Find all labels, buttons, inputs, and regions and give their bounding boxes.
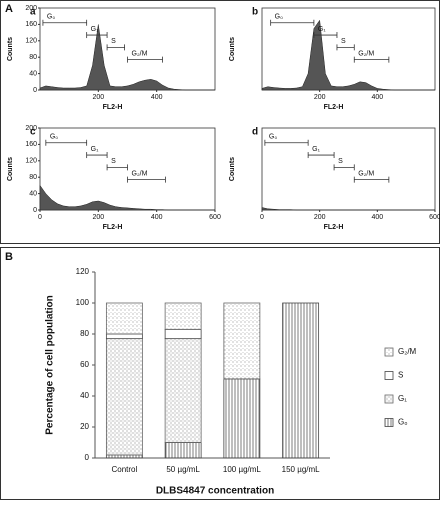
x-tick-label: 100 µg/mL <box>223 465 262 474</box>
y-axis-label: Counts <box>229 37 236 61</box>
bar-segment <box>105 338 143 456</box>
panel-label: B <box>5 251 13 263</box>
gate-label: G₁ <box>91 26 99 33</box>
histogram-area <box>261 19 435 91</box>
plot-frame <box>39 7 216 91</box>
bar-segment <box>105 454 143 459</box>
x-axis-label: DLBS4847 concentration <box>156 486 274 497</box>
legend-label: G₂/M <box>398 347 417 356</box>
legend-label: S <box>398 371 403 380</box>
y-tick-label: 160 <box>25 141 37 148</box>
x-axis-label: FL2-H <box>324 104 344 111</box>
bar-segment <box>223 378 261 459</box>
gate-label: G₁ <box>318 26 326 33</box>
panel-label: A <box>5 3 13 15</box>
x-tick-label: 0 <box>260 214 264 221</box>
x-tick-label: 200 <box>92 94 104 101</box>
y-axis-label: Counts <box>7 157 14 181</box>
y-tick-label: 0 <box>33 207 37 214</box>
y-tick-label: 40 <box>29 190 37 197</box>
histogram-area <box>39 184 215 211</box>
bar-segment <box>164 442 202 459</box>
y-axis-label: Counts <box>7 37 14 61</box>
bar-segment <box>282 302 320 459</box>
y-tick-label: 60 <box>80 360 89 369</box>
histogram-area <box>261 207 435 211</box>
x-tick-label: 0 <box>38 214 42 221</box>
panel-frame <box>0 247 440 500</box>
gate-label: G₁ <box>91 146 99 153</box>
y-axis-label: Percentage of cell population <box>45 295 56 434</box>
bar-segment <box>223 302 261 380</box>
legend-label: G₁ <box>398 394 407 403</box>
plot-frame <box>261 127 436 211</box>
y-tick-label: 120 <box>25 158 37 165</box>
bar-segment <box>164 328 202 340</box>
x-tick-label: 200 <box>314 214 326 221</box>
panel-letter: c <box>30 127 36 138</box>
gate-label: G₀ <box>47 14 55 21</box>
x-tick-label: 150 µg/mL <box>282 465 321 474</box>
x-tick-label: 400 <box>151 214 163 221</box>
x-axis-label: FL2-H <box>103 224 123 231</box>
y-tick-label: 40 <box>29 70 37 77</box>
legend-swatch <box>384 394 394 404</box>
gate-label: G₀ <box>269 134 277 141</box>
panel-letter: d <box>252 127 258 138</box>
plot-frame <box>261 7 436 91</box>
x-axis-label: FL2-H <box>324 224 344 231</box>
panel-letter: b <box>252 7 258 18</box>
panel-letter: a <box>30 7 36 18</box>
x-tick-label: 600 <box>429 214 440 221</box>
y-axis-label: Counts <box>229 157 236 181</box>
x-tick-label: 400 <box>151 94 163 101</box>
gate-label: S <box>111 158 116 165</box>
gate-label: G₀ <box>50 134 58 141</box>
y-tick-label: 120 <box>25 38 37 45</box>
bar-segment <box>105 302 143 335</box>
gate-label: S <box>341 38 346 45</box>
y-tick-label: 200 <box>25 5 37 12</box>
gate-label: S <box>111 38 116 45</box>
x-tick-label: 200 <box>92 214 104 221</box>
legend-label: G₀ <box>398 418 408 427</box>
gate-label: S <box>338 158 343 165</box>
bar-segment <box>164 338 202 443</box>
bar-segment <box>105 333 143 340</box>
y-tick-label: 100 <box>76 298 90 307</box>
x-axis-label: FL2-H <box>103 104 123 111</box>
bar-segment <box>164 302 202 330</box>
y-tick-label: 80 <box>80 329 89 338</box>
x-tick-label: 50 µg/mL <box>166 465 200 474</box>
gate-label: G₂/M <box>132 51 148 58</box>
x-tick-label: 600 <box>209 214 221 221</box>
y-tick-label: 20 <box>80 422 89 431</box>
gate-label: G₀ <box>275 14 283 21</box>
x-tick-label: 400 <box>371 214 383 221</box>
y-tick-label: 0 <box>33 87 37 94</box>
legend-swatch <box>384 418 394 427</box>
gate-label: G₂/M <box>358 171 374 178</box>
legend-swatch <box>384 347 394 357</box>
gate-label: G₂/M <box>358 51 374 58</box>
x-tick-label: 200 <box>314 94 326 101</box>
legend-swatch <box>384 371 394 380</box>
y-tick-label: 0 <box>85 453 90 462</box>
y-tick-label: 120 <box>76 267 90 276</box>
gate-label: G₁ <box>312 146 320 153</box>
y-tick-label: 80 <box>29 174 37 181</box>
x-tick-label: Control <box>111 465 137 474</box>
y-tick-label: 40 <box>80 391 89 400</box>
y-tick-label: 200 <box>25 125 37 132</box>
y-tick-label: 80 <box>29 54 37 61</box>
gate-label: G₂/M <box>132 171 148 178</box>
y-tick-label: 160 <box>25 21 37 28</box>
histogram-area <box>39 24 215 91</box>
x-tick-label: 400 <box>371 94 383 101</box>
